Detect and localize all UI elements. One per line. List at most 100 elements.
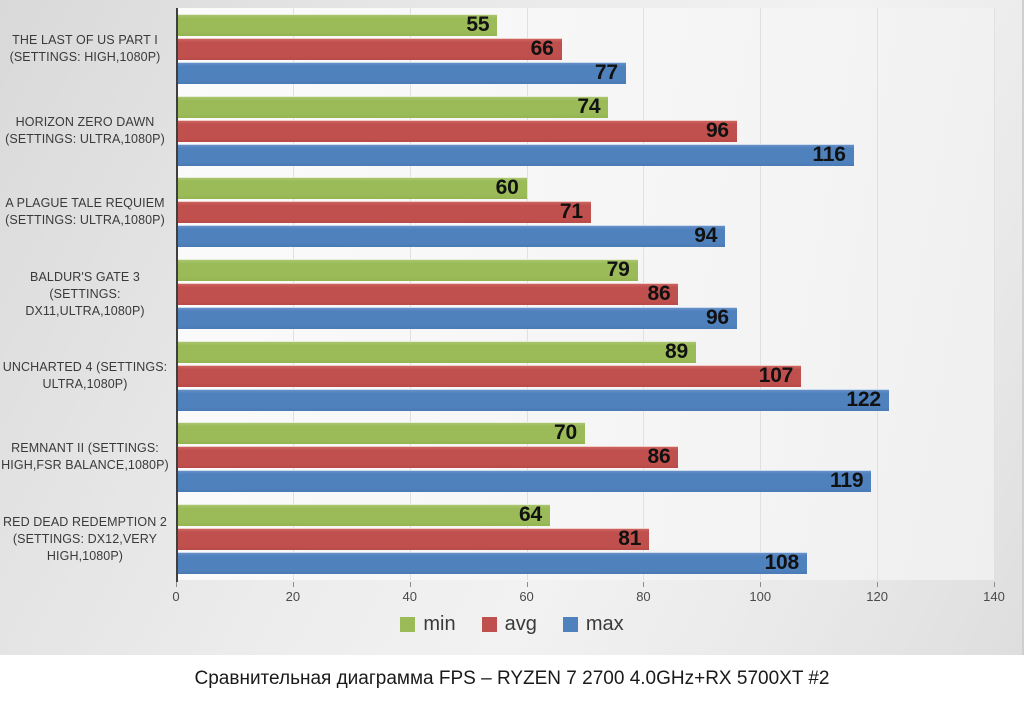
bar-row: 108 (176, 551, 994, 575)
bar-value-label: 116 (812, 142, 846, 166)
legend-swatch-avg (481, 617, 497, 632)
bar-row: 55 (176, 12, 994, 36)
bar-value-label: 108 (764, 551, 800, 575)
category-label-line: (SETTINGS: DX12,VERY (12, 531, 158, 546)
legend-label-avg: avg (504, 613, 537, 635)
category-label-line: HORIZON ZERO DAWN (15, 114, 155, 129)
x-tick-mark (292, 582, 294, 587)
bar-min[interactable] (176, 259, 638, 281)
bar-min[interactable] (176, 177, 527, 200)
x-tick-label: 100 (749, 589, 772, 604)
bar-max[interactable] (176, 61, 626, 84)
chart-legend: min avg max (0, 613, 1022, 636)
bar-max[interactable] (176, 388, 889, 411)
category-label-line: (SETTINGS: (49, 286, 121, 301)
category-label: RED DEAD REDEMPTION 2 (SETTINGS: DX12,VER… (0, 514, 170, 565)
bar-row: 86 (176, 282, 994, 305)
bar-avg[interactable] (176, 37, 562, 60)
bar-value-label: 60 (495, 176, 519, 200)
category-label: REMNANT II (SETTINGS: HIGH,FSR BALANCE,10… (0, 440, 170, 474)
bar-min[interactable] (176, 13, 498, 36)
category-label-line: (SETTINGS: ULTRA,1080P) (5, 213, 165, 228)
category-label: THE LAST OF US PART I (SETTINGS: HIGH,108… (0, 32, 170, 66)
bar-avg[interactable] (176, 364, 802, 387)
x-tick-mark (877, 582, 879, 587)
category-label-line: DX11,ULTRA,1080P) (25, 303, 145, 318)
bar-min[interactable] (176, 340, 696, 363)
bar-value-label: 122 (846, 387, 881, 411)
legend-label-min: min (423, 613, 456, 635)
x-tick-mark (994, 582, 995, 587)
bar-value-label: 70 (554, 421, 577, 445)
bar-avg[interactable] (176, 119, 737, 142)
category-label-line: HIGH,FSR BALANCE,1080P) (1, 458, 169, 473)
x-tick-label: 140 (983, 589, 1005, 604)
bar-value-label: 86 (647, 445, 671, 469)
bar-value-label: 71 (559, 200, 583, 224)
bar-value-label: 94 (694, 224, 718, 248)
bars-layer: 55 66 77 74 96 116 60 71 94 79 86 96 89 107 122 70 86 119… (176, 8, 994, 580)
category-label: HORIZON ZERO DAWN (SETTINGS: ULTRA,1080P) (0, 114, 170, 148)
x-tick-label: 0 (172, 589, 180, 604)
x-axis: 0 20 40 60 80 100 120 140 (172, 582, 1005, 610)
x-tick-mark (643, 582, 645, 587)
bar-min[interactable] (176, 95, 609, 118)
bar-max[interactable] (176, 552, 808, 575)
bar-value-label: 64 (518, 503, 542, 527)
x-tick-mark (760, 582, 762, 587)
bar-max[interactable] (176, 143, 854, 166)
bar-row: 94 (176, 224, 994, 248)
bar-max[interactable] (176, 307, 737, 329)
bar-value-label: 55 (466, 12, 490, 36)
bar-row: 86 (176, 445, 994, 469)
legend-item-min[interactable]: min (400, 613, 456, 636)
category-label-line: REMNANT II (SETTINGS: (11, 441, 159, 456)
bar-row: 96 (176, 119, 994, 142)
bar-value-label: 89 (665, 339, 688, 363)
legend-label-max: max (585, 613, 624, 635)
bar-row: 96 (176, 306, 994, 329)
x-tick-label: 20 (285, 589, 301, 604)
bar-avg[interactable] (176, 446, 679, 469)
x-tick-mark (526, 582, 528, 587)
gridline (994, 8, 995, 580)
bar-row: 107 (176, 363, 994, 387)
legend-swatch-min (400, 617, 416, 632)
legend-item-max[interactable]: max (562, 613, 624, 636)
y-axis-line (176, 8, 178, 582)
bar-row: 70 (176, 421, 994, 445)
bar-value-label: 77 (594, 60, 618, 84)
bar-value-label: 81 (618, 527, 642, 551)
bar-row: 77 (176, 60, 994, 84)
category-label-line: RED DEAD REDEMPTION 2 (3, 514, 167, 529)
bar-row: 60 (176, 176, 994, 200)
bar-min[interactable] (176, 504, 550, 527)
category-label-line: (SETTINGS: HIGH,1080P) (9, 49, 161, 64)
bar-row: 81 (176, 527, 994, 551)
bar-value-label: 79 (606, 258, 630, 281)
legend-item-avg[interactable]: avg (481, 613, 537, 636)
category-label-line: HIGH,1080P) (46, 548, 124, 563)
bar-min[interactable] (176, 422, 585, 445)
bar-avg[interactable] (176, 528, 650, 551)
bar-value-label: 119 (830, 469, 864, 493)
bar-value-label: 66 (530, 36, 554, 60)
category-label-line: THE LAST OF US PART I (12, 32, 158, 47)
bar-row: 79 (176, 258, 994, 281)
bar-row: 89 (176, 339, 994, 363)
bar-max[interactable] (176, 225, 726, 248)
bar-avg[interactable] (176, 201, 591, 224)
category-label: BALDUR'S GATE 3 (SETTINGS: DX11,ULTRA,1080… (0, 269, 170, 320)
bar-max[interactable] (176, 470, 872, 493)
bar-row: 74 (176, 95, 994, 118)
bar-value-label: 107 (758, 363, 794, 387)
x-tick-label: 40 (402, 589, 417, 604)
category-label-line: BALDUR'S GATE 3 (30, 269, 140, 284)
category-label-line: (SETTINGS: ULTRA,1080P) (5, 131, 165, 146)
category-label-line: UNCHARTED 4 (SETTINGS: (2, 359, 168, 374)
bar-avg[interactable] (176, 283, 679, 305)
bar-row: 119 (176, 469, 994, 493)
category-axis-labels: THE LAST OF US PART I (SETTINGS: HIGH,108… (0, 8, 170, 580)
legend-swatch-max (562, 617, 578, 632)
bar-row: 66 (176, 36, 994, 60)
